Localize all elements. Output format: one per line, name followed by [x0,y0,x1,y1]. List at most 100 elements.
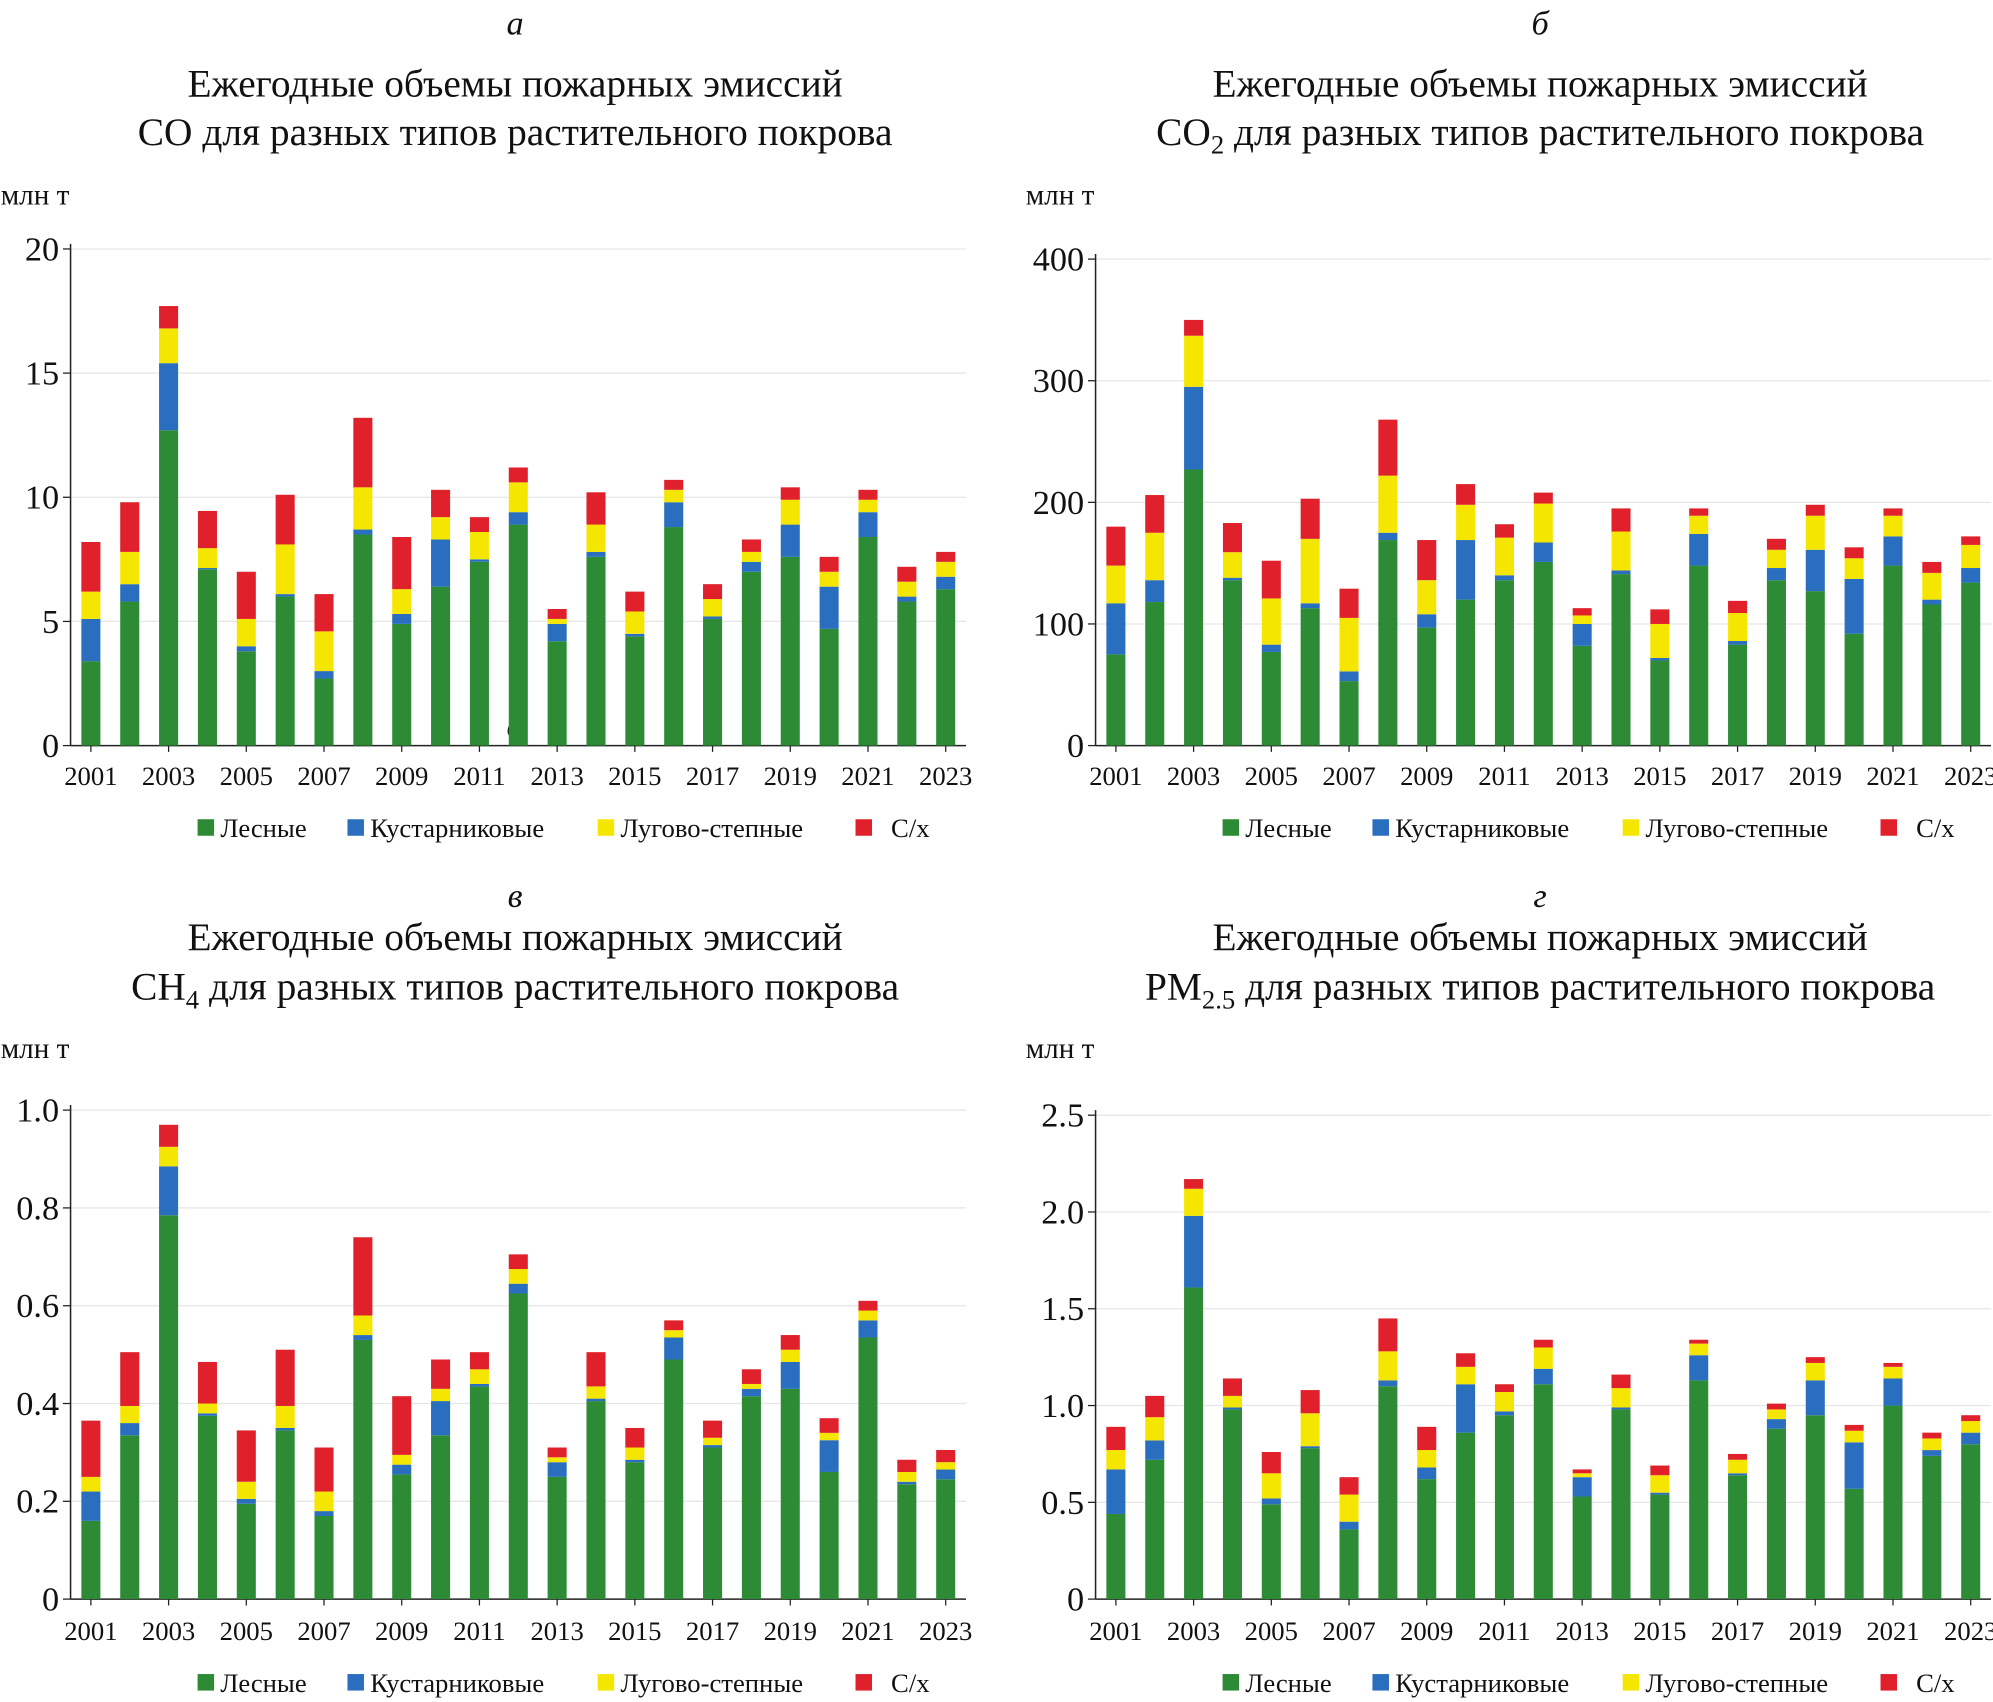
bar-segment [159,1124,179,1147]
y-tick-label: 1.5 [1041,1290,1084,1328]
bar-segment [1766,1428,1786,1600]
bar-segment [936,1479,956,1600]
bar-segment [1533,1347,1553,1369]
title-part: для разных типов растительного покрова [1235,965,1935,1009]
bar-segment [1456,1432,1476,1600]
bar-segment [1106,526,1126,566]
bar-segment [741,1369,761,1384]
bar-segment [547,609,567,619]
bar-segment [1611,1388,1631,1408]
y-tick-label: 1.0 [16,1092,59,1130]
bar-segment [314,1511,334,1516]
bar-segment [1728,1453,1748,1460]
bar-segment [353,534,373,746]
bar-segment [1922,1450,1942,1456]
x-tick-label: 2011 [1478,1616,1530,1646]
bar-segment [1222,1409,1242,1600]
bar-segment [431,517,451,540]
bar-segment [1339,617,1359,672]
bar-segment [1417,1426,1437,1451]
bar-segment [897,1481,917,1485]
bar-segment [547,623,567,642]
bar-segment [1689,1339,1709,1344]
bar-segment [469,532,489,560]
title-part: для разных типов растительного покрова [199,965,899,1009]
bar-segment [1961,1415,1981,1422]
bar-segment [353,1339,373,1600]
bar-segment [1456,504,1476,541]
bar-segment [664,479,684,490]
bar-segment [81,1491,101,1521]
bar-segment [1145,532,1165,581]
bar-segment [1222,1395,1242,1408]
bar-segment [780,556,800,746]
bar-segment [1766,549,1786,569]
x-tick-label: 2019 [1789,761,1842,791]
bar-segment [1844,578,1864,634]
bar-segment [1533,1368,1553,1385]
bar-segment [1961,544,1981,569]
bar-segment [469,1352,489,1370]
bar-segment [1300,498,1320,539]
legend-swatch [597,1674,615,1691]
bar-segment [81,541,101,592]
bar-segment [120,1352,140,1406]
bar-segment [120,502,140,552]
bar-segment [1689,1380,1709,1600]
bar-segment [625,1427,645,1448]
x-tick-label: 2003 [142,1616,195,1646]
legend-label: Лесные [1245,813,1331,843]
bar-segment [1572,1496,1592,1600]
bar-segment [741,1383,761,1389]
bar-segment [703,599,723,617]
y-tick-label: 0.5 [1041,1484,1084,1522]
bar-segment [1106,1426,1126,1451]
bar-segment [858,499,878,513]
bar-segment [1300,1448,1320,1600]
legend-label: Лесные [1245,1668,1331,1698]
chart-title: Ежегодные объемы пожарных эмиссий [1213,915,1868,959]
bar-segment [703,1445,723,1448]
legend-swatch [1880,819,1898,836]
bar-segment [1883,508,1903,516]
bar-segment [703,584,723,600]
bar-segment [625,611,645,634]
bar-segment [664,1320,684,1331]
bar-segment [547,641,567,746]
bar-segment [508,512,528,525]
chart-title: CH4 для разных типов растительного покро… [131,965,899,1015]
bar-segment [1922,1432,1942,1439]
y-tick-label: 0.2 [16,1483,59,1521]
bar-segment [1456,599,1476,746]
bar-segment [780,499,800,525]
bar-segment [819,586,839,629]
bar-segment [1261,560,1281,599]
bar-segment [353,1237,373,1316]
bar-segment [703,1437,723,1446]
bar-segment [625,633,645,637]
chart-title: PM2.5 для разных типов растительного пок… [1145,965,1935,1015]
bar-segment [858,1300,878,1311]
panel-letter: в [508,877,523,915]
bar-segment [81,1520,101,1600]
y-axis-label: млн т [1,1033,70,1065]
bar-segment [1106,654,1126,746]
bar-segment [858,1320,878,1338]
x-tick-label: 2015 [608,761,661,791]
bar-segment [1728,1473,1748,1476]
bar-segment [275,544,295,595]
x-tick-label: 2013 [1555,761,1608,791]
x-tick-label: 2005 [1245,1616,1298,1646]
bar-segment [897,566,917,582]
legend-swatch [855,1674,873,1691]
bar-segment [780,1335,800,1350]
title-part: CO для разных типов растительного покров… [138,110,893,154]
bar-segment [197,1415,217,1600]
title-part: 2 [1211,130,1224,160]
bar-segment [897,1471,917,1482]
bar-segment [1378,1351,1398,1381]
legend-swatch [1622,1674,1640,1691]
bar-segment [1611,508,1631,532]
bar-segment [1261,644,1281,652]
